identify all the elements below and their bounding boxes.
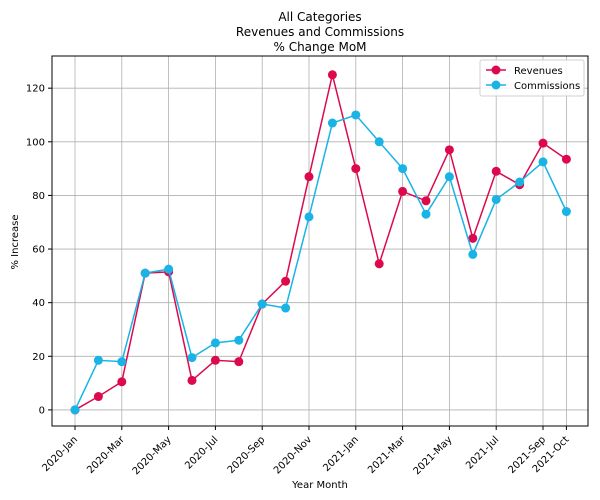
chart-title-line-3: % Change MoM — [273, 40, 366, 54]
data-point-commissions — [304, 212, 314, 222]
x-tick-label: 2021-May — [412, 434, 455, 477]
y-tick-label: 120 — [26, 84, 45, 95]
x-tick-label: 2020-Jan — [41, 434, 81, 474]
legend-label-commissions: Commissions — [514, 81, 580, 92]
data-point-commissions — [538, 157, 548, 167]
data-point-commissions — [468, 249, 478, 259]
data-point-commissions — [561, 207, 571, 217]
y-tick-label: 80 — [32, 191, 45, 202]
data-point-revenues — [468, 233, 478, 243]
x-tick-label: 2020-Nov — [272, 434, 314, 476]
data-point-revenues — [281, 276, 291, 286]
x-tick-label: 2020-Sep — [226, 434, 268, 476]
y-axis-label: % Increase — [10, 215, 21, 270]
data-point-revenues — [398, 186, 408, 196]
x-axis-label: Year Month — [291, 480, 348, 491]
data-point-commissions — [234, 335, 244, 345]
data-point-commissions — [187, 353, 197, 363]
data-point-commissions — [164, 264, 174, 274]
data-point-revenues — [491, 166, 501, 176]
data-point-revenues — [93, 392, 103, 402]
data-point-revenues — [444, 145, 454, 155]
data-point-commissions — [93, 355, 103, 365]
y-tick-label: 20 — [32, 352, 45, 363]
data-point-commissions — [421, 209, 431, 219]
data-point-commissions — [140, 268, 150, 278]
chart-title-line-2: Revenues and Commissions — [236, 25, 404, 39]
x-tick-label: 2021-Jan — [321, 434, 361, 474]
ticks-layer: 2020-Jan 2020-Mar 2020-May 2020-Jul 2020-Sep… — [26, 84, 572, 478]
data-point-commissions — [351, 110, 361, 120]
data-point-revenues — [561, 154, 571, 164]
legend-marker-revenues — [491, 65, 501, 75]
data-point-commissions — [515, 177, 525, 187]
data-point-commissions — [70, 405, 80, 415]
y-tick-label: 100 — [26, 137, 45, 148]
data-point-revenues — [187, 375, 197, 385]
data-point-commissions — [398, 164, 408, 174]
y-tick-label: 60 — [32, 245, 45, 256]
data-point-revenues — [117, 377, 127, 387]
data-point-revenues — [234, 357, 244, 367]
data-point-commissions — [374, 137, 384, 147]
x-tick-label: 2020-Jul — [183, 434, 220, 471]
data-point-commissions — [327, 118, 337, 128]
data-point-revenues — [374, 259, 384, 269]
data-point-revenues — [421, 196, 431, 206]
data-point-commissions — [210, 338, 220, 348]
legend-marker-commissions — [491, 80, 501, 90]
series-layer — [70, 70, 571, 415]
x-tick-label: 2021-Jul — [464, 434, 501, 471]
data-point-revenues — [304, 172, 314, 182]
data-point-commissions — [117, 357, 127, 367]
data-point-commissions — [257, 299, 267, 309]
legend-label-revenues: Revenues — [514, 66, 563, 77]
chart-title-line-1: All Categories — [278, 10, 361, 24]
x-tick-label: 2020-Mar — [85, 434, 127, 476]
grid-layer — [52, 56, 588, 426]
legend: Revenues Commissions — [479, 59, 585, 97]
series-line-revenues — [74, 74, 567, 411]
x-tick-label: 2020-May — [131, 434, 174, 477]
data-point-revenues — [327, 70, 337, 80]
data-point-commissions — [444, 172, 454, 182]
data-point-revenues — [351, 164, 361, 174]
data-point-revenues — [538, 138, 548, 148]
data-point-commissions — [281, 303, 291, 313]
plot-frame — [51, 55, 589, 427]
legend-box — [479, 59, 585, 97]
series-line-commissions — [74, 114, 568, 411]
data-point-commissions — [491, 194, 501, 204]
data-point-revenues — [210, 355, 220, 365]
y-tick-label: 40 — [32, 298, 45, 309]
x-tick-label: 2021-Mar — [366, 434, 408, 476]
y-tick-label: 0 — [39, 405, 45, 416]
